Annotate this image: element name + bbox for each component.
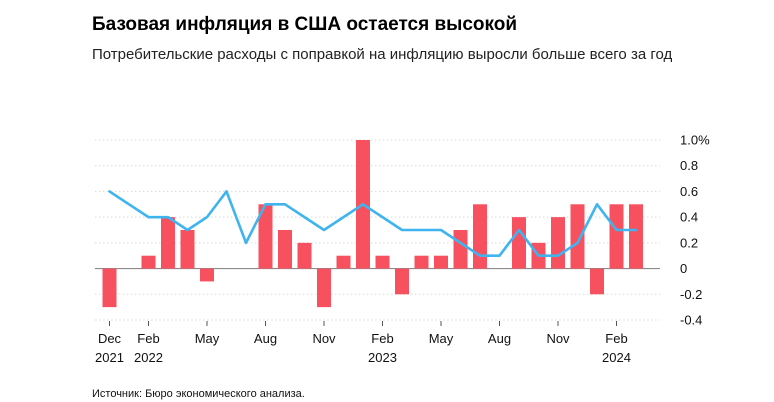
bar-2024-01 xyxy=(590,268,604,295)
y-tick-label: 0 xyxy=(680,261,687,276)
bar-2023-03 xyxy=(395,268,409,295)
x-tick-year: 2021 xyxy=(95,350,124,365)
y-tick-label: 0.2 xyxy=(680,235,698,250)
bar-2023-09 xyxy=(512,217,526,269)
y-tick-label: 0.6 xyxy=(680,184,698,199)
y-tick-label: 0.8 xyxy=(680,158,698,173)
x-tick-label: May xyxy=(429,331,454,346)
bar-2022-09 xyxy=(278,230,292,269)
x-tick-label: Feb xyxy=(371,331,393,346)
bar-2022-05 xyxy=(200,268,214,282)
x-tick-label: Aug xyxy=(254,331,277,346)
bar-2022-11 xyxy=(317,268,331,308)
bar-2023-06 xyxy=(453,230,468,269)
bar-2022-04 xyxy=(180,230,195,269)
bar-2023-05 xyxy=(434,255,448,269)
bar-2022-08 xyxy=(258,204,273,269)
chart-subtitle: Потребительские расходы с поправкой на и… xyxy=(92,46,673,63)
bar-layer xyxy=(102,140,643,308)
x-tick-label: Aug xyxy=(488,331,511,346)
bar-2022-02 xyxy=(141,255,156,269)
y-tick-label: 1.0% xyxy=(680,133,710,148)
bar-2023-11 xyxy=(551,217,565,269)
bar-2023-04 xyxy=(414,255,429,269)
x-tick-year: 2023 xyxy=(368,350,397,365)
x-tick-year: 2022 xyxy=(134,350,163,365)
axis-layer: 1.0% 0.8 0.6 0.4 0.2 0 -0.2 -0.4 Dec 2021 Feb 2022 M… xyxy=(95,133,710,366)
y-tick-label: -0.4 xyxy=(680,313,702,328)
x-tick-label: Feb xyxy=(605,331,627,346)
y-tick-label: -0.2 xyxy=(680,287,702,302)
x-tick-label: Nov xyxy=(546,331,570,346)
line-layer xyxy=(108,190,638,258)
chart-title: Базовая инфляция в США остается высокой xyxy=(92,14,518,35)
bar-2022-10 xyxy=(297,242,312,269)
x-tick-year: 2024 xyxy=(602,350,631,365)
x-tick-label: May xyxy=(195,331,220,346)
bar-2022-12 xyxy=(336,255,351,269)
x-tick-label: Feb xyxy=(137,331,159,346)
bar-2021-12 xyxy=(102,268,117,308)
bar-2023-07 xyxy=(473,204,487,269)
x-tick-label: Dec xyxy=(98,331,122,346)
bar-2022-03 xyxy=(161,217,175,269)
bar-2024-03 xyxy=(629,204,643,269)
grid-layer xyxy=(95,139,660,321)
x-tick-label: Nov xyxy=(312,331,336,346)
bar-2024-02 xyxy=(609,204,624,269)
y-tick-label: 0.4 xyxy=(680,210,698,225)
bar-2023-02 xyxy=(375,255,390,269)
source-note: Источник: Бюро экономического анализа. xyxy=(92,388,305,400)
bar-2023-12 xyxy=(570,204,585,269)
line-series xyxy=(108,190,638,258)
